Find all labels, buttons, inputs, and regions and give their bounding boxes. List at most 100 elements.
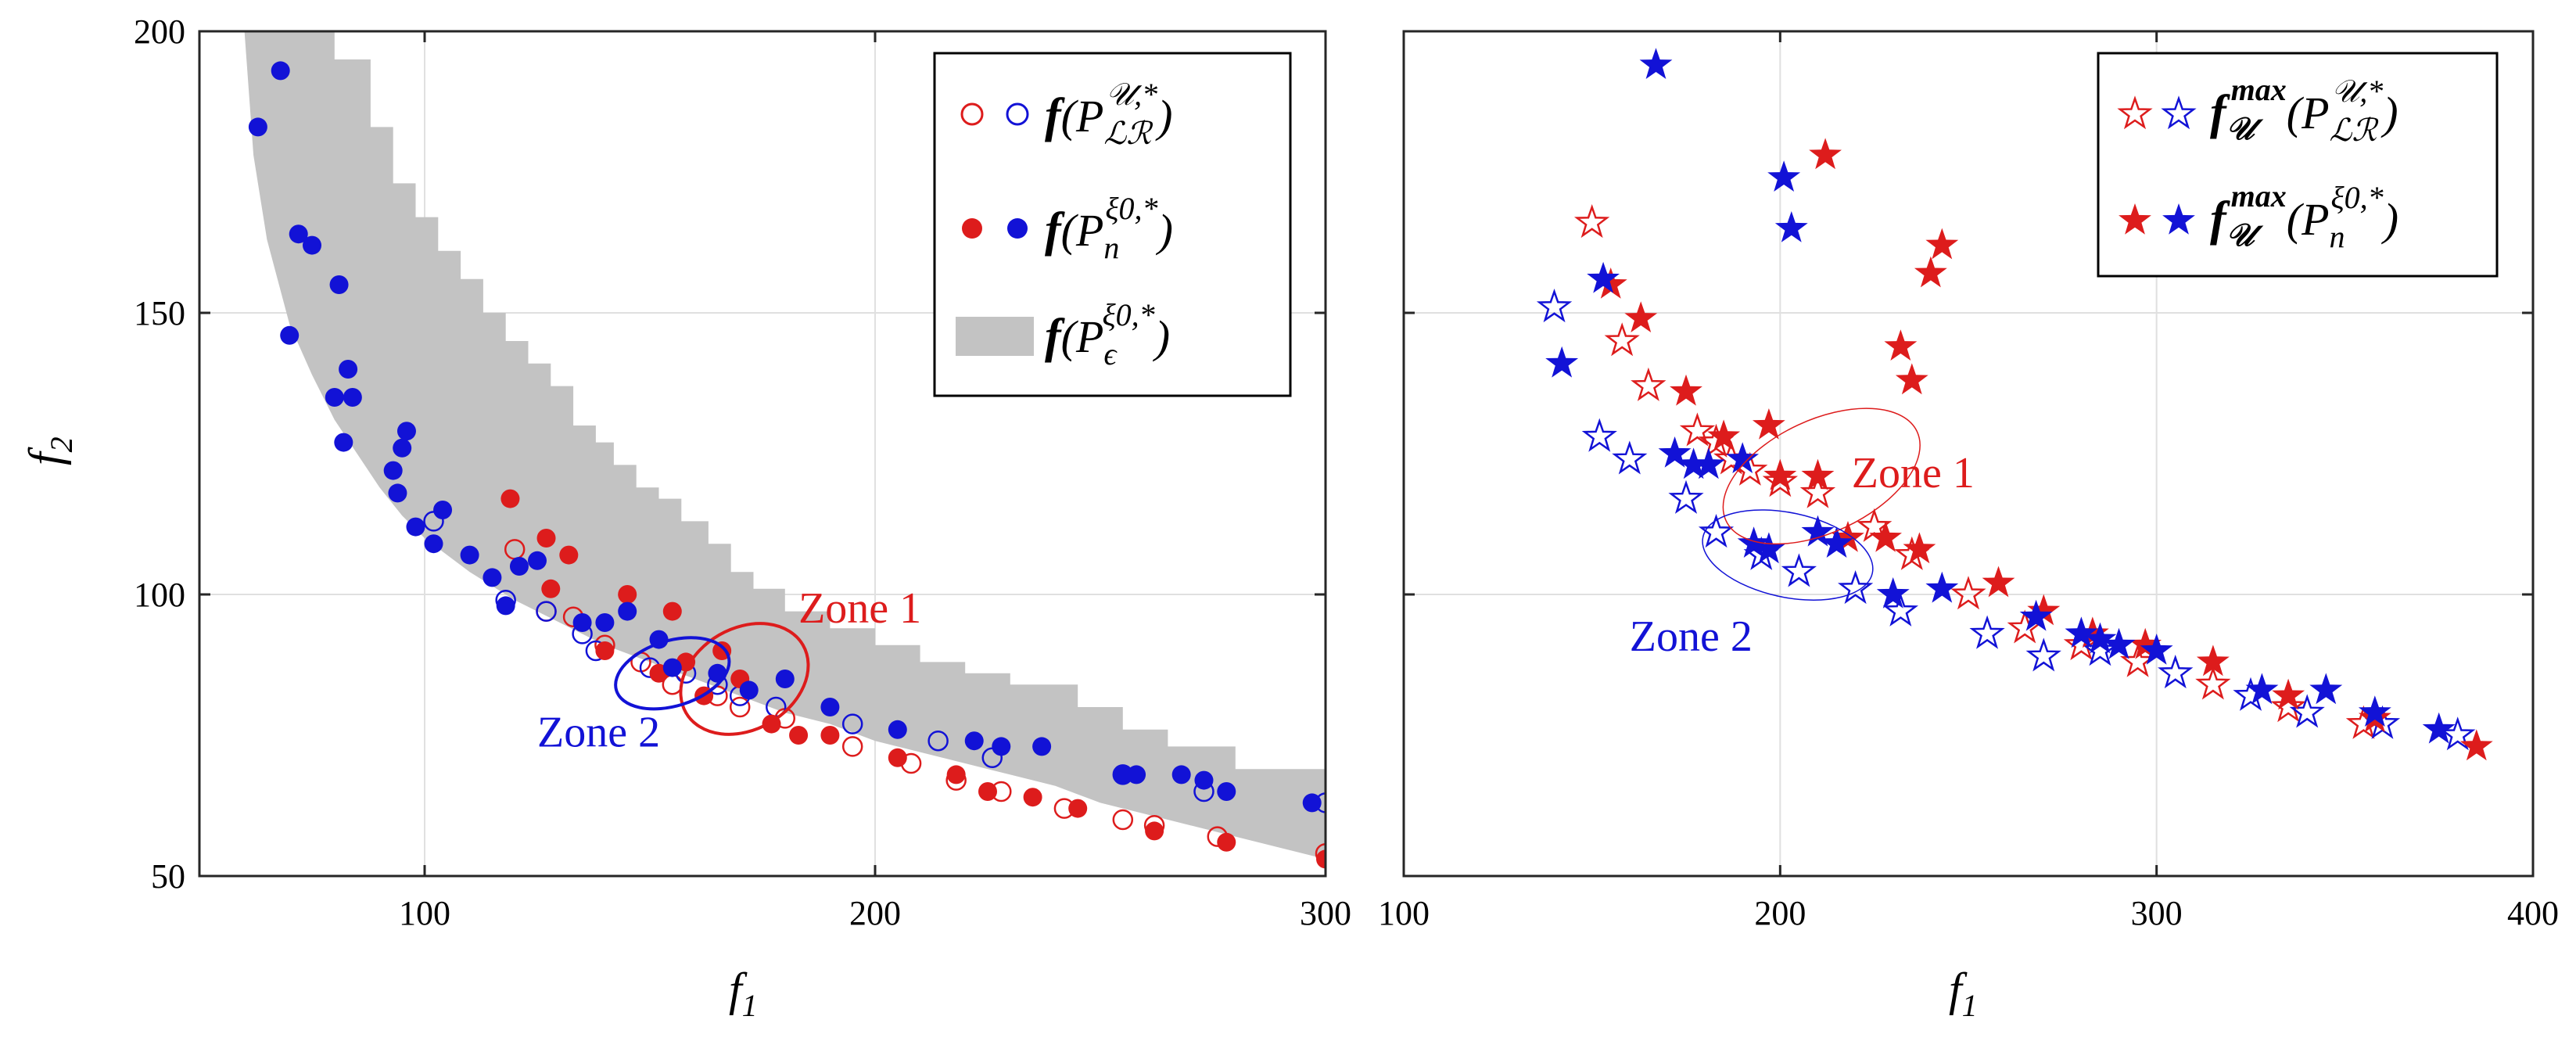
data-point-filled-circle [509,557,529,576]
data-point-open-star [1612,440,1648,475]
data-point-filled-circle [248,117,267,137]
data-point-open-star [2270,688,2306,723]
data-point-filled-circle [500,489,520,508]
data-point-filled-circle [992,737,1011,756]
data-point-filled-circle [888,748,907,767]
data-point-filled-circle [888,720,907,739]
data-point-filled-circle [964,731,984,751]
data-point-filled-circle [406,517,425,537]
data-point-filled-circle [1068,799,1088,818]
data-point-filled-star [1925,228,1959,260]
x-tick-label: 200 [849,894,901,932]
right-panel: 100 200 300 400 f1 f𝒰max(Pℒℛ𝒰,*) f𝒰max(Pnξ0… [1378,30,2559,1023]
right-points [1536,48,2493,761]
data-point-open-star [1631,367,1667,401]
left-y-axis-label: f2 [20,436,79,465]
data-point-filled-star [2083,622,2117,654]
data-point-filled-star [2129,627,2162,659]
data-point-filled-circle [662,658,682,677]
data-point-filled-circle [946,765,966,785]
left-ticks: 100 200 300 50 100 150 200 [134,13,1351,932]
data-point-open-circle [729,696,751,718]
right-zone-ellipses [1702,408,1921,601]
data-point-filled-circle [595,613,615,632]
data-point-filled-circle [483,568,502,587]
data-point-filled-star [1774,211,1808,242]
legend-open-circle-red [960,102,984,126]
legend-label-3: f(Pϵξ0,*) [1045,297,1170,372]
legend-filled-circle-blue [1007,218,1028,239]
data-point-filled-star [2065,616,2098,648]
y-tick-label: 200 [134,13,185,51]
right-legend-label-2: f𝒰max(Pnξ0,*) [2210,178,2398,254]
data-point-filled-circle [536,529,556,548]
zone-label: Zone 2 [537,708,660,756]
data-point-filled-circle [496,596,515,616]
legend-label-2: f(Pnξ0,*) [1045,191,1173,265]
data-point-open-star [1679,412,1716,447]
data-point-filled-star [1876,577,1910,609]
data-point-open-circle [841,713,863,734]
data-point-filled-circle [1171,765,1191,785]
data-point-filled-star [1677,447,1710,479]
data-point-filled-circle [303,235,321,255]
data-point-filled-circle [329,275,349,294]
data-point-filled-circle [1194,770,1214,790]
data-point-open-star [1581,418,1617,452]
x-tick-label: 100 [399,894,450,932]
data-point-filled-star [2422,712,2456,744]
zone-label: Zone 1 [798,584,921,633]
data-point-filled-star [1820,526,1853,558]
data-point-filled-circle [343,388,362,407]
x-tick-label: 300 [2131,894,2183,932]
data-point-filled-circle [271,61,290,81]
data-point-filled-circle [433,501,453,519]
data-point-filled-star [2358,695,2391,727]
left-x-axis-label: f1 [729,964,758,1023]
legend-gray-band-swatch [956,317,1034,356]
data-point-open-circle [841,736,863,757]
data-point-filled-star [1884,329,1918,361]
data-point-open-star [1781,553,1817,587]
data-point-filled-star [1832,521,1864,552]
y-tick-label: 150 [134,294,185,332]
right-legend: f𝒰max(Pℒℛ𝒰,*) f𝒰max(Pnξ0,*) [2097,52,2499,278]
data-point-filled-circle [289,224,308,244]
left-legend: f(Pℒℛ𝒰,*) f(Pnξ0,*) f(Pϵξ0,*) [933,52,1292,397]
data-point-open-circle [1112,809,1134,831]
data-point-open-star [2158,654,2194,689]
data-point-filled-circle [559,545,579,565]
data-point-filled-star [2196,644,2230,677]
data-point-open-circle [927,730,949,752]
left-axes-box [198,30,1327,878]
data-point-filled-star [2019,599,2053,631]
data-point-filled-circle [1217,832,1236,852]
legend-open-star-red [2117,95,2153,130]
frontier-band [244,31,1326,860]
legend-filled-star-red [2119,203,2151,235]
data-point-open-star [1882,592,1918,627]
data-point-filled-circle [775,670,795,688]
data-point-open-star [1969,615,2005,649]
data-point-filled-circle [978,782,997,801]
data-point-filled-circle [1145,821,1164,841]
data-point-filled-star [1624,301,1658,332]
data-point-filled-circle [820,726,840,745]
data-point-filled-star [1737,526,1771,558]
data-point-filled-star [1801,458,1835,490]
data-point-filled-circle [388,483,407,503]
data-point-filled-star [1895,363,1928,395]
zone-ellipse [614,636,731,711]
data-point-filled-circle [393,438,412,458]
right-ticks: 100 200 300 400 [1378,30,2559,932]
data-point-filled-circle [1316,849,1326,869]
data-point-filled-star [1763,458,1797,490]
data-point-filled-circle [1032,737,1052,756]
data-point-filled-star [1639,48,1673,79]
legend-filled-star-blue [2162,203,2195,235]
data-point-filled-star [1753,408,1785,440]
data-point-open-star [1536,288,1573,323]
data-point-filled-circle [739,680,759,700]
right-legend-markers [2117,95,2197,235]
